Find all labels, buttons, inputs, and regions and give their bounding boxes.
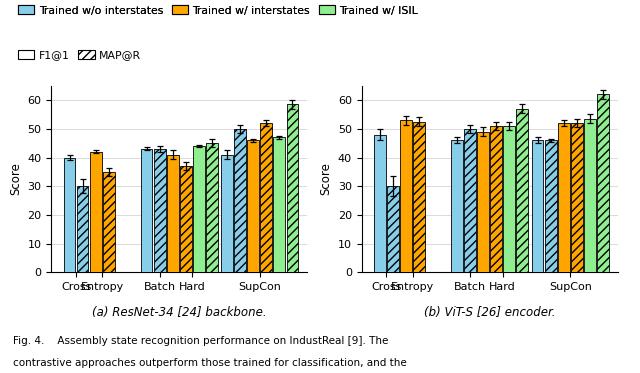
Bar	[103, 172, 115, 272]
Bar	[180, 166, 191, 272]
Y-axis label: Score: Score	[9, 163, 22, 195]
Bar	[287, 104, 298, 272]
Bar	[464, 129, 476, 272]
Bar	[516, 109, 528, 272]
Bar	[451, 140, 463, 272]
Bar	[477, 132, 489, 272]
Bar	[234, 129, 246, 272]
Bar	[206, 143, 218, 272]
Bar	[597, 94, 609, 272]
Bar	[571, 123, 582, 272]
Bar	[248, 140, 259, 272]
Text: contrastive approaches outperform those trained for classification, and the: contrastive approaches outperform those …	[13, 358, 406, 368]
Text: Fig. 4.    Assembly state recognition performance on IndustReal [9]. The: Fig. 4. Assembly state recognition perfo…	[13, 336, 388, 346]
Bar	[64, 157, 76, 272]
Bar	[77, 186, 88, 272]
Bar	[260, 123, 272, 272]
Legend: F1@1, MAP@R: F1@1, MAP@R	[18, 50, 141, 60]
Bar	[374, 135, 386, 272]
Bar	[273, 137, 285, 272]
Bar	[490, 126, 502, 272]
Bar	[193, 146, 205, 272]
Bar	[221, 155, 233, 272]
Bar	[532, 140, 543, 272]
Y-axis label: Score: Score	[319, 163, 332, 195]
Text: (a) ResNet-34 [24] backbone.: (a) ResNet-34 [24] backbone.	[92, 306, 266, 319]
Text: (b) ViT-S [26] encoder.: (b) ViT-S [26] encoder.	[424, 306, 556, 319]
Bar	[584, 119, 596, 272]
Bar	[167, 155, 179, 272]
Bar	[545, 140, 557, 272]
Bar	[141, 149, 152, 272]
Bar	[400, 120, 412, 272]
Bar	[558, 123, 570, 272]
Bar	[413, 122, 425, 272]
Bar	[387, 186, 399, 272]
Bar	[503, 126, 515, 272]
Bar	[154, 149, 166, 272]
Bar	[90, 152, 102, 272]
Legend: Trained w/o interstates, Trained w/ interstates, Trained w/ ISIL: Trained w/o interstates, Trained w/ inte…	[18, 6, 418, 16]
